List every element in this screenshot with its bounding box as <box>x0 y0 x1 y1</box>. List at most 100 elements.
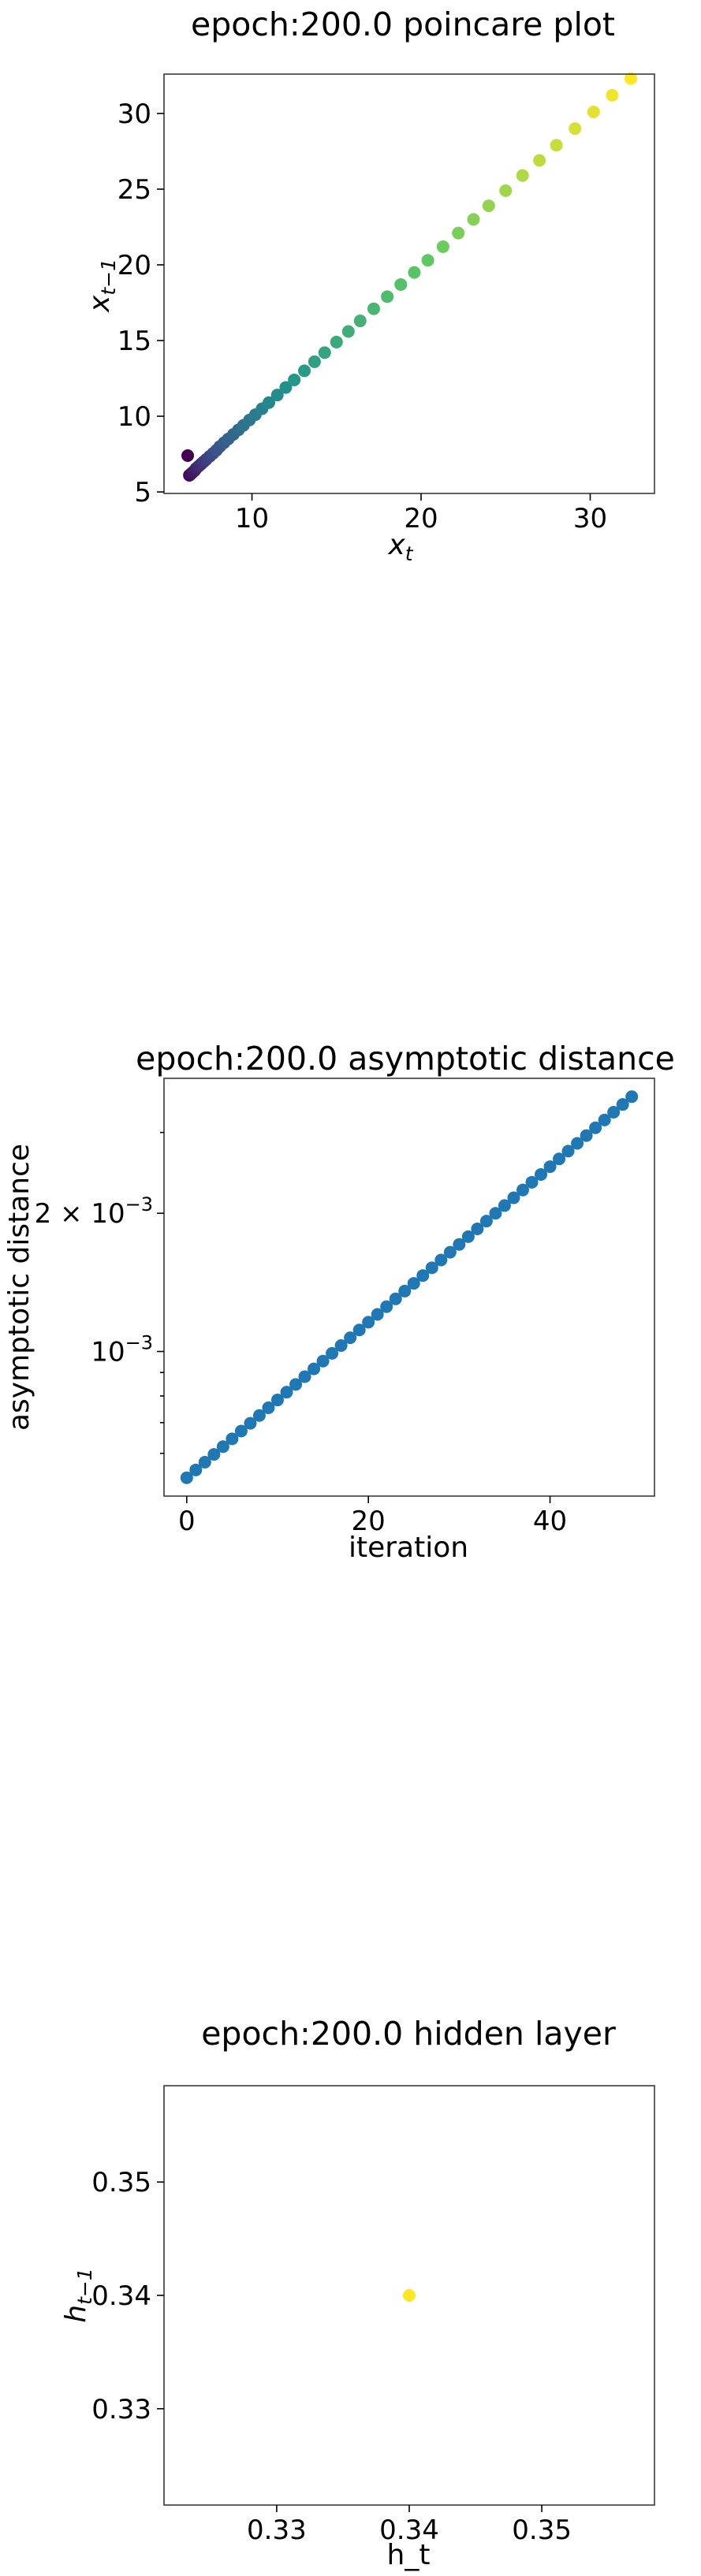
asymptotic-points <box>180 1090 639 1484</box>
poincare-y-tick-label: 30 <box>117 99 151 130</box>
poincare-point <box>288 373 301 386</box>
asymptotic-point <box>389 1292 402 1305</box>
hidden-layer-x-ticks: 0.33 0.34 0.35 <box>247 2505 572 2546</box>
poincare-point <box>587 106 600 119</box>
poincare-point <box>467 213 480 226</box>
asymptotic-y-ticks: 10−32 × 10−3 <box>35 1193 164 1368</box>
asymptotic-point <box>434 1253 448 1267</box>
asymptotic-x-tick-label: 0 <box>178 1506 196 1537</box>
poincare-point <box>279 381 293 394</box>
poincare-point <box>270 389 284 402</box>
hidden-layer-y-tick-label: 0.35 <box>91 2167 151 2198</box>
poincare-point <box>298 364 311 378</box>
asymptotic-point <box>234 1424 248 1438</box>
poincare-title: epoch:200.0 poincare plot <box>191 6 615 43</box>
asymptotic-point <box>616 1098 629 1111</box>
asymptotic-minor-ticks <box>160 1131 164 1454</box>
asymptotic-point <box>344 1331 357 1345</box>
hidden-layer-y-ticks: 0.33 0.34 0.35 <box>91 2167 164 2425</box>
poincare-point <box>262 396 275 409</box>
asymptotic-point <box>461 1230 475 1243</box>
asymptotic-plot-frame <box>163 1078 655 1497</box>
poincare-point <box>516 169 529 182</box>
asymptotic-point <box>516 1183 529 1197</box>
asymptotic-point <box>489 1207 502 1220</box>
asymptotic-point <box>362 1316 375 1329</box>
asymptotic-point <box>416 1269 430 1282</box>
asymptotic-point <box>262 1401 275 1414</box>
asymptotic-point <box>625 1090 639 1104</box>
poincare-point <box>330 335 343 348</box>
poincare-point <box>624 72 637 85</box>
poincare-point <box>341 325 355 338</box>
poincare-point <box>533 154 546 167</box>
asymptotic-x-ticks: 0 20 40 <box>178 1496 567 1537</box>
hidden-layer-title: epoch:200.0 hidden layer <box>201 2015 616 2053</box>
hidden-layer-y-tick-label: 0.34 <box>91 2280 151 2312</box>
poincare-point <box>499 184 513 197</box>
asymptotic-point <box>443 1245 457 1259</box>
asymptotic-point <box>352 1323 366 1337</box>
asymptotic-point <box>244 1416 257 1430</box>
asymptotic-title: epoch:200.0 asymptotic distance <box>136 1040 675 1078</box>
asymptotic-point <box>553 1152 566 1166</box>
poincare-point <box>408 266 421 279</box>
asymptotic-point <box>543 1160 557 1174</box>
hidden-layer-x-tick-label: 0.33 <box>247 2515 307 2546</box>
asymptotic-point <box>598 1113 611 1126</box>
asymptotic-point <box>298 1370 311 1383</box>
poincare-y-axis-label: xt−1 <box>84 259 120 313</box>
asymptotic-point <box>289 1378 303 1391</box>
poincare-y-ticks: 5 10 15 20 25 30 <box>117 99 164 508</box>
asymptotic-chart: epoch:200.0 asymptotic distance 0 20 40 10… <box>3 1040 675 1564</box>
asymptotic-y-axis-label: asymptotic distance <box>3 1144 35 1431</box>
asymptotic-x-tick-label: 40 <box>533 1506 567 1537</box>
poincare-points <box>181 72 637 482</box>
poincare-point <box>436 240 449 253</box>
asymptotic-y-tick-mantissa: 2 × 10 <box>35 1198 125 1230</box>
asymptotic-point <box>453 1238 466 1251</box>
poincare-x-label-sub: t <box>405 542 414 565</box>
poincare-point <box>318 346 331 359</box>
asymptotic-point <box>316 1354 330 1368</box>
asymptotic-point <box>270 1394 284 1407</box>
asymptotic-point <box>425 1261 438 1275</box>
asymptotic-y-tick-exponent: −3 <box>125 1332 153 1354</box>
asymptotic-point <box>561 1145 575 1158</box>
poincare-y-label-sub: t−1 <box>97 259 120 296</box>
poincare-point <box>353 315 367 328</box>
hidden-layer-y-axis-label: ht−1 <box>60 2268 96 2322</box>
hidden-layer-chart: epoch:200.0 hidden layer 0.33 0.34 0.35 0.… <box>60 2015 655 2571</box>
hidden-layer-point <box>403 2289 416 2302</box>
hidden-layer-x-axis-label: h_t <box>387 2539 431 2571</box>
poincare-point <box>367 302 380 315</box>
poincare-point <box>550 139 563 152</box>
asymptotic-point <box>252 1409 266 1422</box>
asymptotic-point <box>207 1448 221 1461</box>
asymptotic-y-tick-mantissa: 10 <box>91 1337 125 1368</box>
asymptotic-point <box>380 1300 393 1313</box>
asymptotic-point <box>571 1137 584 1150</box>
asymptotic-point <box>580 1129 593 1142</box>
poincare-point <box>606 88 619 102</box>
asymptotic-point <box>479 1215 493 1228</box>
hidden-layer-points <box>403 2289 416 2302</box>
poincare-x-tick-label: 10 <box>235 503 269 534</box>
asymptotic-y-tick-label: 10−3 <box>91 1332 153 1368</box>
asymptotic-point <box>280 1386 293 1399</box>
poincare-chart: epoch:200.0 poincare plot 10 20 30 5 10 15 20… <box>84 6 655 565</box>
poincare-point <box>181 449 195 462</box>
hidden-layer-x-tick-label: 0.35 <box>512 2515 572 2546</box>
asymptotic-point <box>407 1277 420 1290</box>
poincare-point <box>394 277 408 291</box>
asymptotic-point <box>216 1440 229 1454</box>
asymptotic-y-tick-label: 2 × 10−3 <box>35 1193 153 1230</box>
poincare-point <box>482 199 495 213</box>
asymptotic-point <box>226 1432 239 1446</box>
poincare-x-tick-label: 30 <box>573 503 607 534</box>
poincare-y-tick-label: 10 <box>117 401 151 433</box>
hidden-layer-x-tick-label: 0.34 <box>379 2515 439 2546</box>
asymptotic-point <box>471 1223 484 1236</box>
hidden-layer-y-label-sub: t−1 <box>73 2268 96 2305</box>
